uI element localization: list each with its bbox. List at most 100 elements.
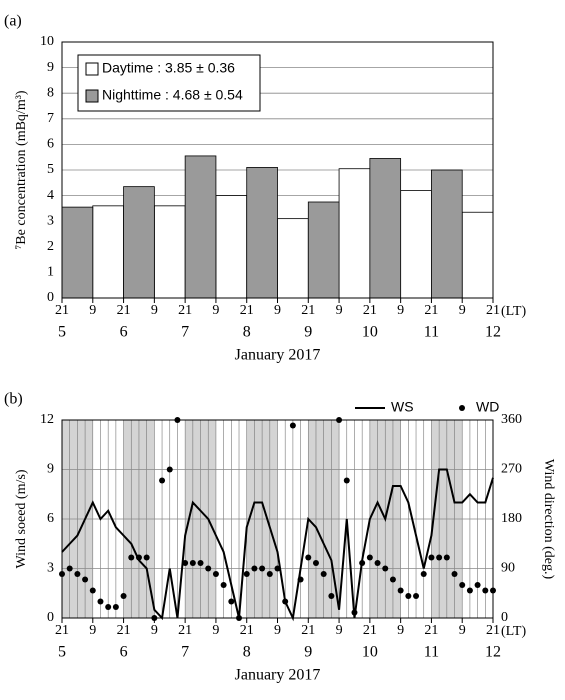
- legend-swatch: [85, 62, 99, 76]
- x-tick-label: 9: [89, 303, 96, 318]
- date-label: 8: [243, 324, 251, 341]
- date-label: 7: [181, 644, 189, 661]
- panel-label: (b): [4, 391, 23, 408]
- wd-point: [328, 593, 335, 599]
- x-tick-label: 21: [178, 623, 192, 638]
- x-tick-label: 21: [117, 623, 131, 638]
- wd-point: [205, 565, 212, 572]
- date-label: 8: [243, 644, 251, 661]
- wd-point: [459, 582, 466, 588]
- wd-point: [366, 554, 373, 561]
- x-tick-label: 9: [89, 623, 96, 638]
- x-tick-label: 21: [424, 623, 438, 638]
- wd-point: [359, 560, 366, 566]
- y2-tick-label: 270: [501, 462, 522, 477]
- date-label: 11: [424, 644, 439, 661]
- y-tick-label: 3: [47, 213, 54, 228]
- y-tick-label: 6: [47, 137, 54, 152]
- wd-point: [66, 565, 73, 572]
- wd-point: [374, 560, 381, 566]
- wd-point: [159, 477, 166, 484]
- date-label: 5: [58, 324, 66, 341]
- wd-point: [112, 604, 119, 610]
- legend-label: WD: [476, 399, 499, 415]
- wd-point: [97, 598, 104, 605]
- bar: [246, 167, 278, 299]
- wd-point: [128, 554, 135, 561]
- wd-point: [135, 554, 142, 561]
- date-label: 12: [485, 644, 501, 661]
- x-unit: (LT): [501, 624, 526, 639]
- x-tick-label: 9: [151, 303, 158, 318]
- x-tick-label: 21: [486, 303, 500, 318]
- wd-point: [120, 593, 127, 599]
- y-tick-label: 12: [40, 412, 54, 427]
- wd-point: [89, 587, 96, 594]
- date-label: 6: [120, 324, 128, 341]
- wd-point: [482, 587, 489, 594]
- wd-point: [443, 554, 450, 561]
- bar: [184, 155, 217, 299]
- wd-point: [474, 582, 481, 588]
- y-tick-label: 8: [47, 85, 54, 100]
- plot-frame: [61, 41, 494, 299]
- bar: [123, 186, 155, 299]
- wd-point: [197, 560, 204, 566]
- wd-point: [259, 565, 266, 572]
- wd-point: [343, 477, 350, 484]
- wd-point: [397, 587, 404, 594]
- wd-point: [189, 560, 196, 566]
- x-tick-label: 21: [55, 623, 69, 638]
- date-label: 9: [304, 644, 312, 661]
- wd-point: [182, 560, 189, 566]
- x-axis-title: January 2017: [235, 347, 321, 364]
- y-tick-label: 2: [47, 239, 54, 254]
- x-tick-label: 9: [212, 303, 219, 318]
- bar: [61, 206, 94, 299]
- y2-tick-label: 90: [501, 561, 515, 576]
- x-tick-label: 21: [240, 623, 254, 638]
- x-tick-label: 21: [424, 303, 438, 318]
- x-tick-label: 9: [336, 303, 343, 318]
- bar: [431, 169, 463, 299]
- bar: [369, 158, 402, 299]
- wd-point: [105, 604, 112, 610]
- x-tick-label: 9: [336, 623, 343, 638]
- y-tick-label: 1: [47, 265, 54, 280]
- date-label: 10: [362, 644, 378, 661]
- legend-dot: [459, 405, 465, 411]
- bar: [277, 218, 309, 299]
- bar: [307, 201, 340, 299]
- bar: [400, 190, 432, 299]
- wd-point: [436, 554, 443, 561]
- y-tick-label: 9: [47, 60, 54, 75]
- wd-point: [382, 565, 389, 572]
- x-tick-label: 21: [363, 623, 377, 638]
- y-tick-label: 4: [47, 188, 54, 203]
- y-tick-label: 0: [47, 610, 54, 625]
- bar: [338, 168, 371, 299]
- x-tick-label: 9: [274, 303, 281, 318]
- bar: [153, 205, 186, 299]
- y-tick-label: 9: [47, 462, 54, 477]
- y-tick-label: 6: [47, 511, 54, 526]
- bar: [92, 205, 124, 299]
- date-label: 12: [485, 324, 501, 341]
- x-tick-label: 9: [459, 623, 466, 638]
- wd-point: [305, 554, 312, 561]
- wd-point: [420, 571, 427, 577]
- x-tick-label: 21: [117, 303, 131, 318]
- panel-label: (a): [4, 13, 22, 30]
- ws-line: [61, 468, 494, 622]
- y-tick-label: 5: [47, 162, 54, 177]
- legend-label: Daytime : 3.85 ± 0.36: [102, 60, 235, 76]
- legend-box: [77, 54, 261, 112]
- wd-point: [451, 571, 458, 577]
- wd-point: [320, 571, 327, 577]
- wd-point: [143, 554, 150, 561]
- x-tick-label: 21: [240, 303, 254, 318]
- y-tick-label: 7: [47, 111, 54, 126]
- x-tick-label: 21: [178, 303, 192, 318]
- wd-point: [428, 554, 435, 561]
- wd-point: [274, 565, 281, 572]
